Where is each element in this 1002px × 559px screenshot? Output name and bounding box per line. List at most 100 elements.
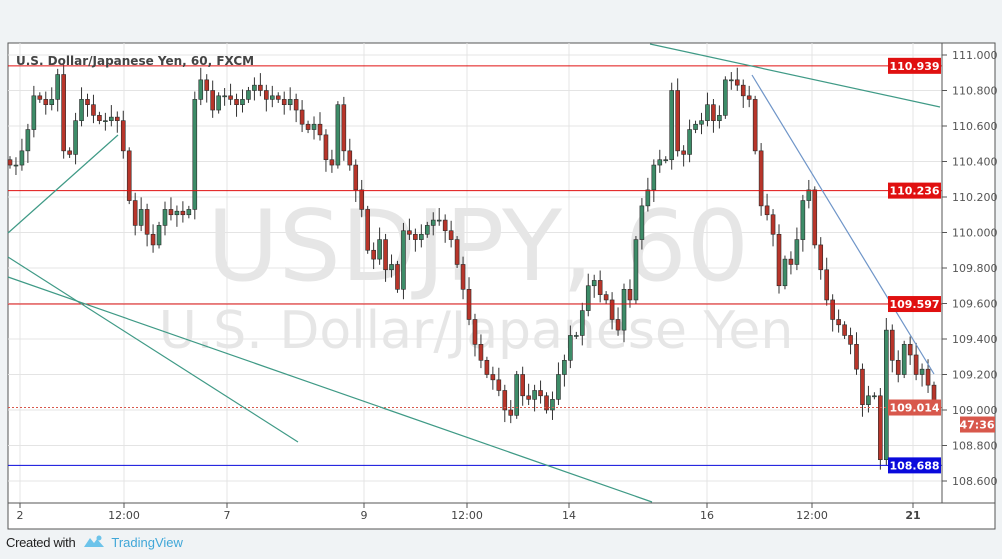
candle-body-down [67,150,72,155]
price-axis[interactable]: 111.000 110.800 110.600 110.400 110.200 110.0… [942,49,998,488]
candle [204,74,210,103]
candle-body-down [895,359,901,375]
price-label-box [888,296,941,313]
candle [138,197,144,232]
candle-body-up [562,359,567,375]
y-tick-label: 109.600 [952,298,998,311]
candle-body-down [615,319,621,331]
candle-body-up [591,280,597,287]
candle-body-down [347,150,353,166]
candle [341,96,347,161]
footer: Created with TradingView [6,532,183,552]
bar-countdown: 47:36 [959,419,994,432]
candle [198,67,204,106]
candle [377,227,382,265]
trendlines[interactable] [7,43,941,503]
countdown-box [960,416,995,433]
candle [67,147,72,158]
trendline-left-support[interactable] [7,134,119,234]
candle-body-up [240,99,245,105]
trendline-upper-resistance[interactable] [649,43,941,108]
candle-body-up [574,335,579,337]
x-tick-label: 14 [562,509,576,522]
trendline-blue-resistance[interactable] [751,74,935,375]
candle-body-up [216,95,221,111]
candle [13,157,19,175]
y-tick-label: 108.600 [952,475,998,488]
y-tick-label: 110.000 [952,227,998,240]
candle-body-up [556,374,561,400]
candle-body-down [305,123,311,130]
candle-body-down [407,230,412,235]
tradingview-logo-icon [84,535,105,547]
tradingview-link[interactable]: TradingView [111,534,183,550]
candle-body-down [758,150,764,207]
candle [37,92,43,103]
candle [168,197,174,221]
candle-body-down [496,379,502,391]
chart-frame [7,42,996,530]
candle [73,112,78,165]
candle [496,367,502,397]
candle [7,156,13,169]
time-axis[interactable]: 2 12:00 7 9 12:00 14 16 12:00 21 [17,503,921,522]
x-tick-label: 7 [224,509,231,522]
candles [7,64,937,470]
candle-body-down [299,109,305,125]
watermark-symbol: USDJPY, 60 [207,190,749,304]
candle [532,384,537,412]
candlestick-chart[interactable]: USDJPY, 60 U.S. Dollar/Japanese Yen 111.… [0,0,1002,530]
price-label: 110.236 [889,185,939,198]
candle [699,112,704,135]
candle [413,228,418,252]
candle [103,112,108,131]
x-tick-label: 2 [17,509,24,522]
candle [836,309,841,333]
candle-body-up [186,209,192,216]
candle-body-down [383,239,388,271]
candle-body-up [639,205,645,240]
candle [585,273,591,317]
candle-body-up [669,90,675,161]
candle [514,370,520,419]
candle-body-up [621,288,627,331]
candle [782,255,788,290]
candle-body-up [550,399,555,411]
candle-body-down [150,233,156,246]
y-tick-label: 109.200 [952,369,998,382]
candle [574,331,579,339]
candle-body-down [454,239,460,265]
candle [854,332,859,375]
candle-body-down [61,74,66,152]
candle-body-up [49,99,55,105]
candle-body-down [854,344,859,370]
candle-body-down [907,344,913,356]
candle [49,87,55,111]
candle-body-down [788,258,794,265]
x-tick-label: 12:00 [451,509,483,522]
candle [430,212,436,236]
candle-body-down [752,99,758,152]
candle-body-down [115,116,120,121]
candle [544,392,549,414]
candle [884,318,889,466]
y-tick-label: 109.400 [952,333,998,346]
candle-body-up [806,189,812,201]
candle [454,236,460,268]
candle [347,138,353,171]
y-tick-label: 110.400 [952,156,998,169]
candle-body-down [144,209,150,235]
candle-body-down [228,95,233,100]
candle [156,221,162,249]
x-tick-label: 16 [700,509,714,522]
candle-body-down [860,368,865,405]
candle-body-down [538,390,543,397]
trendline-left-steep[interactable] [7,256,299,443]
trendline-lower-channel[interactable] [7,276,653,503]
candle-body-up [514,374,520,416]
candle-body-up [222,95,227,98]
x-tick-label: 12:00 [796,509,828,522]
candle [591,274,597,298]
candle-body-down [746,95,752,100]
candle [550,391,555,420]
